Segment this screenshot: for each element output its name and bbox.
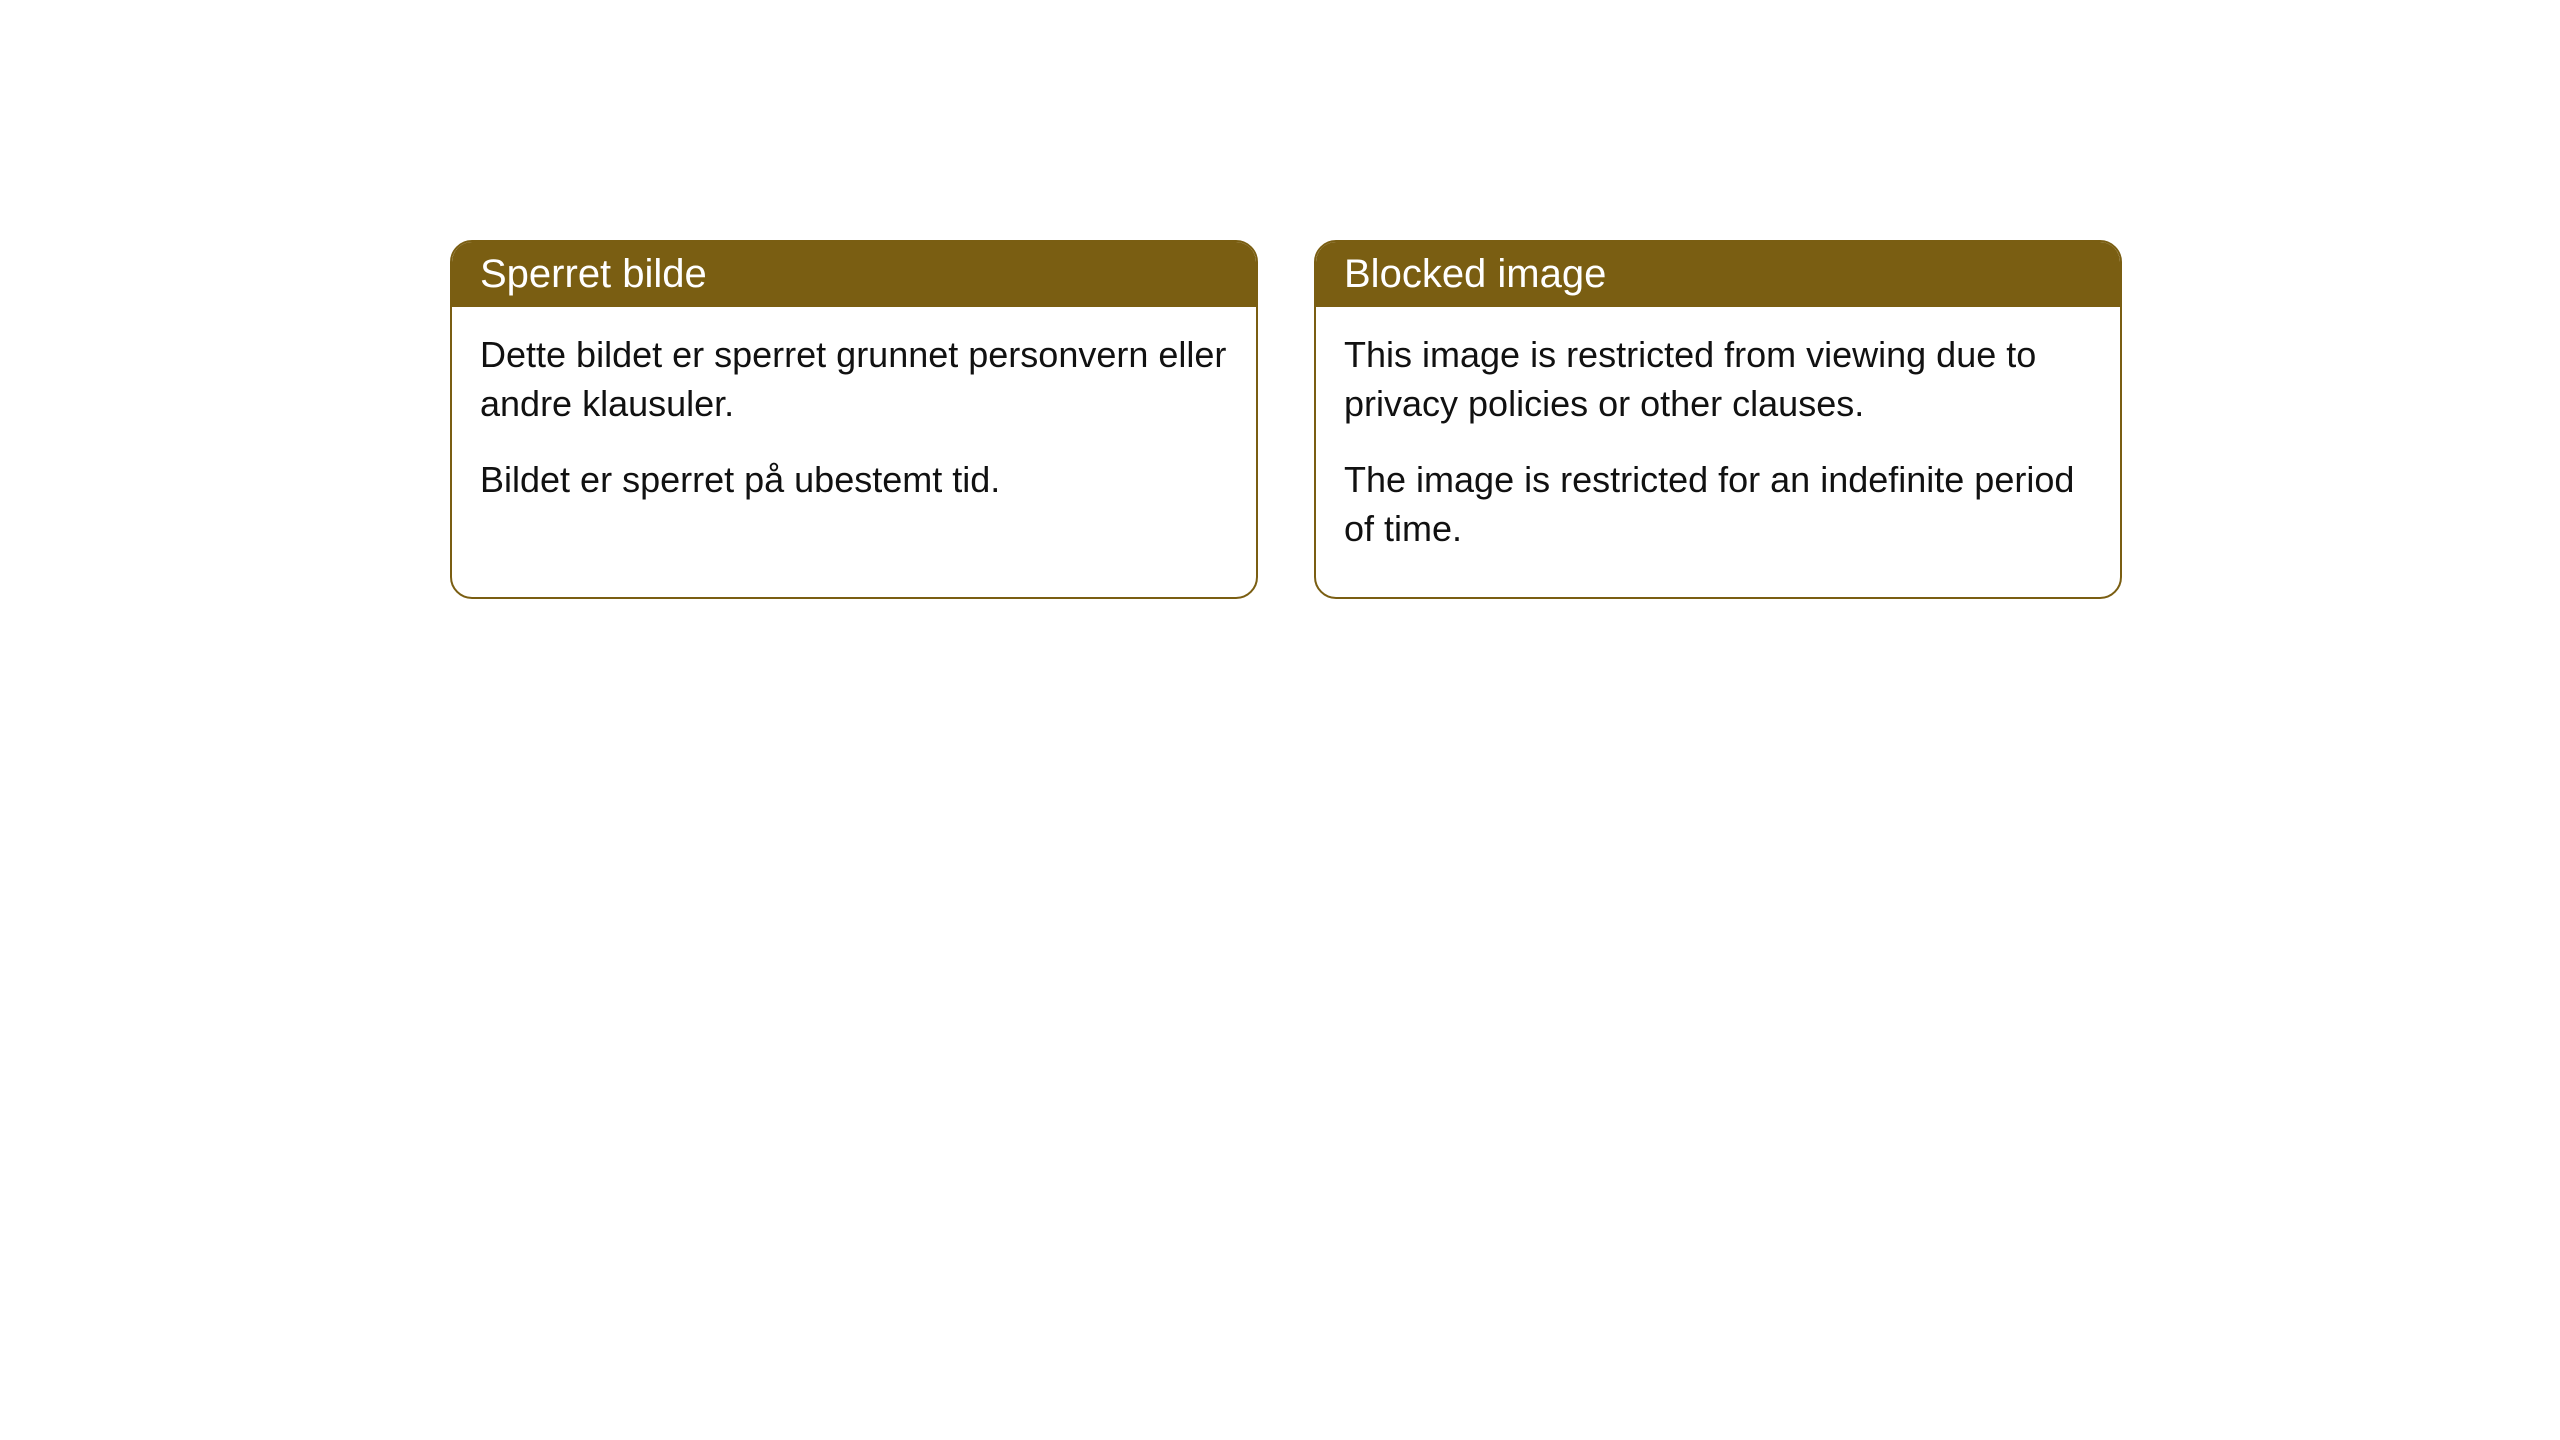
card-title: Sperret bilde: [452, 242, 1256, 307]
card-paragraph: The image is restricted for an indefinit…: [1344, 456, 2092, 553]
card-paragraph: This image is restricted from viewing du…: [1344, 331, 2092, 428]
card-paragraph: Dette bildet er sperret grunnet personve…: [480, 331, 1228, 428]
card-body: Dette bildet er sperret grunnet personve…: [452, 307, 1256, 549]
card-paragraph: Bildet er sperret på ubestemt tid.: [480, 456, 1228, 505]
card-title: Blocked image: [1316, 242, 2120, 307]
notice-card-norwegian: Sperret bilde Dette bildet er sperret gr…: [450, 240, 1258, 599]
card-body: This image is restricted from viewing du…: [1316, 307, 2120, 597]
notice-container: Sperret bilde Dette bildet er sperret gr…: [0, 0, 2560, 599]
notice-card-english: Blocked image This image is restricted f…: [1314, 240, 2122, 599]
